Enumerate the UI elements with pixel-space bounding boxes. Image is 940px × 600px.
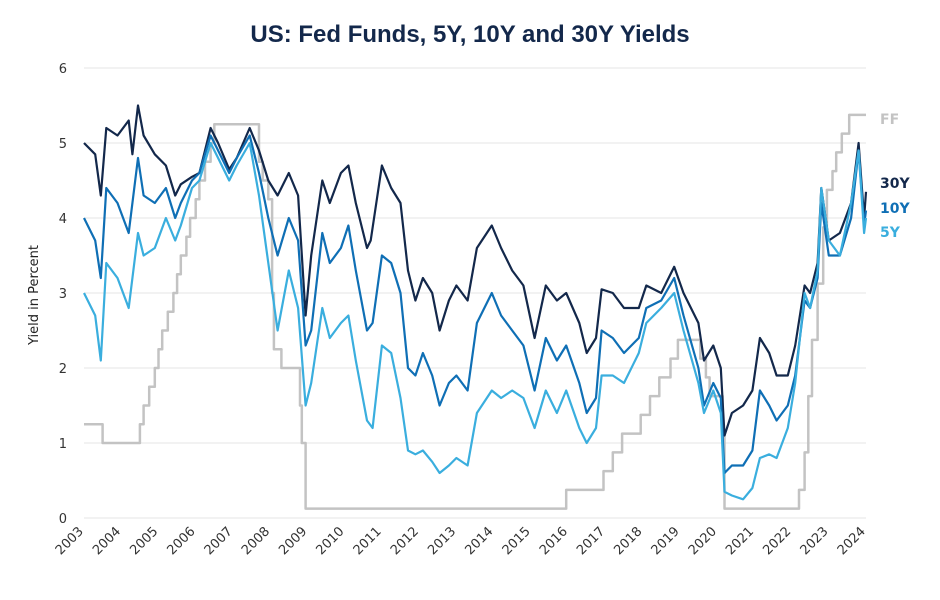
x-tick-2020: 2020 (686, 524, 720, 558)
x-tick-2021: 2021 (723, 524, 757, 558)
x-tick-2003: 2003 (53, 524, 87, 558)
series-lines (83, 104, 868, 510)
y-tick-5: 5 (59, 137, 67, 152)
x-tick-2023: 2023 (798, 524, 832, 558)
y-tick-2: 2 (59, 362, 67, 377)
x-tick-2005: 2005 (127, 524, 161, 558)
series-line-30y (83, 104, 868, 437)
x-tick-2004: 2004 (90, 524, 124, 558)
y-tick-4: 4 (59, 212, 67, 227)
y-tick-1: 1 (59, 437, 67, 452)
x-tick-2009: 2009 (276, 524, 310, 558)
series-label-10y: 10Y (880, 201, 910, 217)
grid-lines (84, 67, 866, 519)
x-tick-2013: 2013 (425, 524, 459, 558)
y-tick-3: 3 (59, 287, 67, 302)
y-tick-labels: 0 1 2 3 4 5 6 (59, 62, 67, 527)
y-tick-0: 0 (59, 512, 67, 527)
x-tick-labels: 2003 2004 2005 2006 2007 2008 2009 2010 2011 2012… (53, 524, 869, 558)
series-label-5y: 5Y (880, 225, 901, 241)
x-tick-2011: 2011 (351, 524, 385, 558)
series-line-10y (83, 134, 868, 475)
x-tick-2017: 2017 (574, 524, 608, 558)
chart-title: US: Fed Funds, 5Y, 10Y and 30Y Yields (250, 21, 689, 48)
x-tick-2016: 2016 (537, 524, 571, 558)
x-tick-2007: 2007 (202, 524, 236, 558)
x-tick-2006: 2006 (165, 524, 199, 558)
y-tick-6: 6 (59, 62, 67, 77)
series-label-ff: FF (880, 112, 899, 128)
series-labels: FF 30Y 10Y 5Y (880, 112, 910, 241)
x-tick-2022: 2022 (760, 524, 794, 558)
x-tick-2014: 2014 (462, 524, 496, 558)
x-tick-2010: 2010 (313, 524, 347, 558)
x-tick-2012: 2012 (388, 524, 422, 558)
series-label-30y: 30Y (880, 176, 910, 192)
x-tick-2018: 2018 (611, 524, 645, 558)
x-tick-2024: 2024 (835, 524, 869, 558)
x-tick-2019: 2019 (649, 524, 683, 558)
x-tick-2008: 2008 (239, 524, 273, 558)
series-line-5y (83, 141, 868, 501)
x-tick-2015: 2015 (500, 524, 534, 558)
series-line-ff (84, 113, 866, 510)
y-axis-label: Yield in Percent (27, 245, 42, 346)
